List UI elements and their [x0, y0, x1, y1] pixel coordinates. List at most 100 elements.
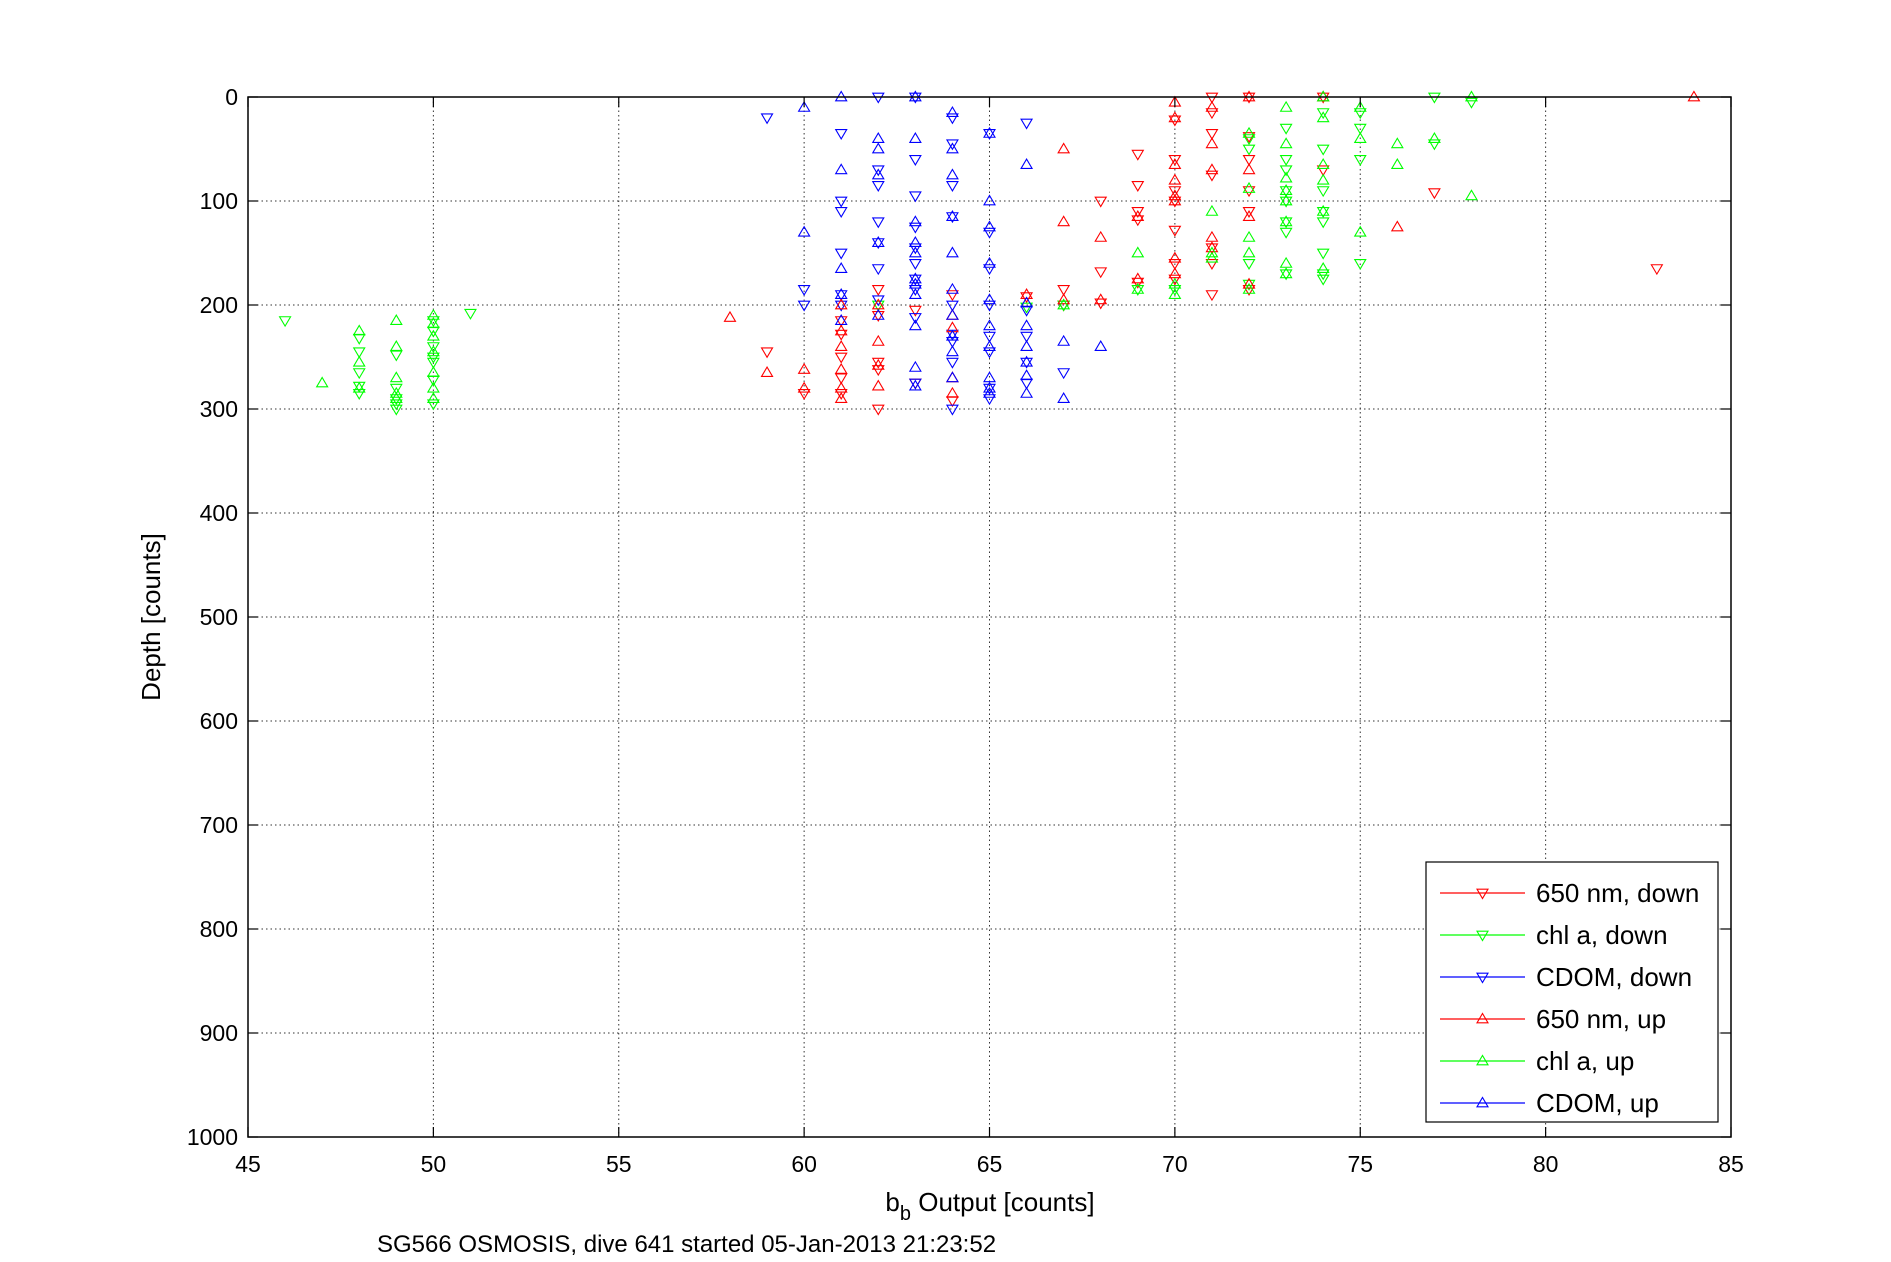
data-point — [389, 386, 403, 398]
data-point — [463, 308, 477, 320]
data-point — [1353, 100, 1367, 112]
x-tick-label: 65 — [977, 1151, 1003, 1177]
y-tick-label: 900 — [200, 1020, 238, 1046]
data-point — [1353, 155, 1367, 166]
data-point — [945, 336, 959, 348]
data-point — [834, 298, 848, 310]
data-point — [1205, 290, 1219, 302]
data-point — [1131, 284, 1145, 296]
data-point — [1465, 97, 1478, 109]
legend-marker — [1476, 888, 1489, 900]
x-tick-label: 60 — [791, 1151, 817, 1177]
series-0 — [760, 92, 1664, 416]
series-4 — [315, 90, 1478, 404]
data-point — [1020, 331, 1034, 343]
data-point — [983, 300, 996, 312]
data-point — [1316, 274, 1330, 286]
data-point — [1020, 118, 1034, 130]
data-point — [983, 129, 996, 140]
data-point — [1205, 246, 1219, 258]
data-point — [1242, 144, 1256, 156]
data-point — [389, 340, 403, 352]
data-point — [945, 168, 959, 180]
data-point — [983, 194, 996, 206]
data-point — [908, 243, 922, 255]
data-point — [426, 342, 440, 354]
data-point — [945, 300, 959, 312]
data-point — [1131, 207, 1145, 218]
data-point — [1242, 186, 1256, 198]
data-point — [315, 376, 329, 388]
data-point — [1353, 108, 1367, 120]
data-point — [908, 258, 922, 270]
data-point — [1094, 340, 1108, 352]
data-point — [797, 388, 811, 400]
data-point — [834, 300, 848, 312]
y-axis-label: Depth [counts] — [136, 533, 166, 701]
data-point — [1279, 267, 1293, 279]
data-point — [1242, 163, 1256, 175]
data-point — [945, 210, 959, 221]
series-1 — [278, 92, 1478, 416]
data-point — [1205, 258, 1219, 270]
data-point — [1205, 170, 1219, 182]
x-tick-label: 85 — [1718, 1151, 1744, 1177]
y-tick-label: 300 — [200, 396, 238, 422]
data-point — [1687, 90, 1701, 102]
data-point — [834, 314, 848, 326]
data-point — [1353, 258, 1367, 270]
data-point — [1168, 186, 1182, 198]
data-point — [945, 139, 959, 151]
data-point — [1242, 210, 1256, 221]
data-point — [1205, 204, 1219, 216]
data-point — [908, 222, 922, 234]
legend-box — [1425, 861, 1719, 1123]
series-5 — [797, 90, 1108, 404]
data-point — [945, 106, 959, 117]
data-point — [1242, 92, 1256, 104]
data-point — [1057, 293, 1071, 305]
data-point — [426, 366, 440, 378]
x-tick-labels: 45 50 55 60 65 70 75 80 85 — [235, 1151, 1744, 1177]
data-point — [1020, 158, 1034, 169]
data-point — [1094, 293, 1108, 305]
data-point — [1242, 282, 1256, 294]
data-point — [1316, 158, 1330, 169]
data-point — [834, 290, 848, 302]
data-point — [1242, 90, 1256, 102]
data-point — [1131, 282, 1145, 294]
data-point — [1094, 267, 1108, 279]
data-point — [908, 155, 922, 166]
data-point — [1020, 296, 1034, 308]
data-point — [1353, 132, 1367, 143]
legend-marker — [1476, 930, 1489, 942]
x-axis-label-subscript: b — [900, 1203, 911, 1225]
y-tick-label: 600 — [200, 708, 238, 734]
axis-ticks — [247, 96, 1732, 1138]
data-point — [1205, 100, 1219, 112]
data-point — [834, 340, 848, 352]
data-point — [1205, 92, 1219, 104]
data-point — [352, 381, 366, 393]
data-point — [1279, 194, 1293, 206]
data-point — [983, 381, 996, 393]
data-point — [908, 272, 922, 284]
data-point — [1205, 243, 1219, 255]
data-point — [1131, 181, 1145, 192]
data-point — [871, 365, 885, 377]
data-point — [1427, 139, 1441, 151]
data-point — [871, 358, 885, 370]
x-tick-label: 70 — [1162, 1151, 1188, 1177]
x-axis-label-rest: Output [counts] — [911, 1187, 1095, 1217]
data-point — [834, 129, 848, 140]
legend-label: CDOM, up — [1536, 1088, 1659, 1118]
data-point — [871, 308, 885, 320]
data-point — [871, 238, 885, 250]
data-point — [352, 388, 366, 400]
data-point — [871, 295, 885, 307]
data-point — [908, 305, 922, 317]
data-point — [1020, 340, 1034, 352]
data-point — [1316, 262, 1330, 274]
data-point — [1316, 207, 1330, 218]
data-point — [1168, 284, 1182, 296]
